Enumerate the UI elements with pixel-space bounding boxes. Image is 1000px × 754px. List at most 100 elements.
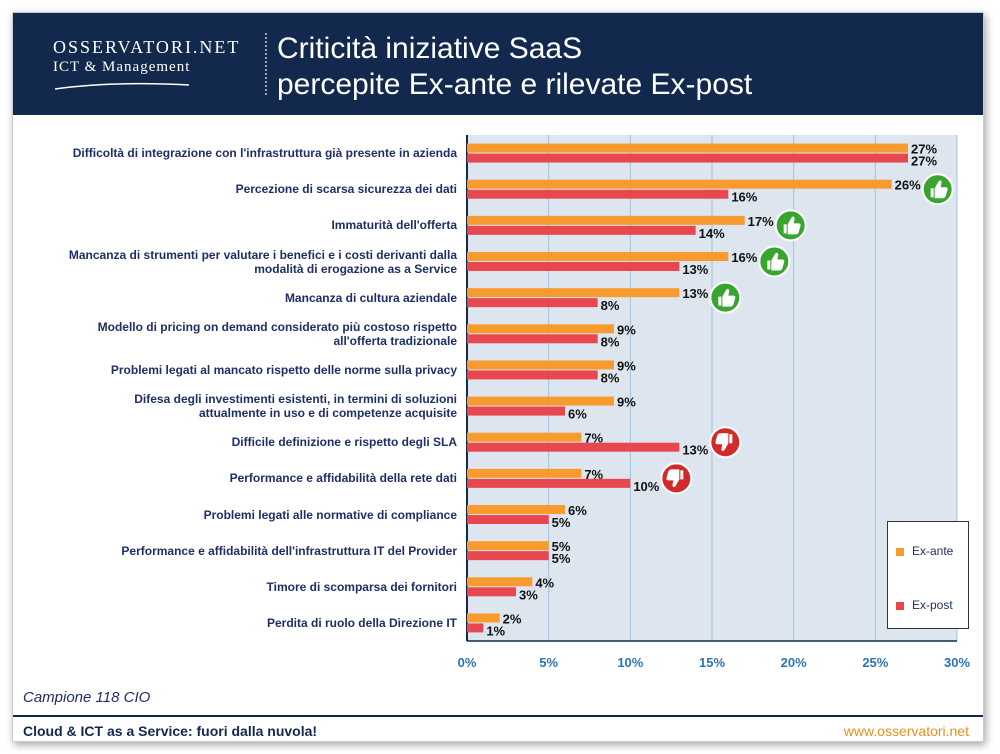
category-label-line: Difesa degli investimenti esistenti, in … bbox=[134, 392, 457, 407]
data-label-ex-ante: 6% bbox=[568, 503, 587, 518]
legend-item-ex-ante: Ex-ante bbox=[896, 544, 953, 558]
bar-ex-post bbox=[467, 153, 908, 163]
data-label-ex-post: 14% bbox=[699, 226, 725, 241]
bar-ex-post bbox=[467, 298, 598, 308]
legend-item-ex-post: Ex-post bbox=[896, 598, 953, 612]
x-tick-label: 20% bbox=[781, 655, 807, 670]
bar-ex-ante bbox=[467, 252, 729, 261]
data-label-ex-post: 5% bbox=[552, 551, 571, 566]
bar-ex-ante bbox=[467, 505, 565, 514]
thumb-glyph bbox=[715, 433, 733, 452]
category-label-line: Performance e affidabilità della rete da… bbox=[229, 471, 457, 486]
category-label: Difficoltà di integrazione con l'infrast… bbox=[17, 146, 457, 160]
bar-ex-post bbox=[467, 262, 680, 271]
data-label-ex-ante: 7% bbox=[584, 431, 603, 446]
bar-ex-ante bbox=[467, 324, 614, 334]
category-label: Difficile definizione e rispetto degli S… bbox=[17, 435, 457, 449]
bar-ex-ante bbox=[467, 468, 582, 478]
data-label-ex-ante: 16% bbox=[731, 250, 757, 265]
bar-ex-post bbox=[467, 189, 729, 199]
logo-swoosh-icon bbox=[54, 82, 190, 90]
thumb-up-icon bbox=[758, 245, 791, 278]
thumb-glyph bbox=[767, 252, 785, 271]
legend-swatch-ex-ante bbox=[896, 547, 904, 556]
data-label-ex-ante: 9% bbox=[617, 322, 636, 337]
category-label: Modello di pricing on demand considerato… bbox=[17, 320, 457, 348]
category-label-line: Difficile definizione e rispetto degli S… bbox=[231, 435, 457, 450]
thumb-glyph bbox=[783, 216, 801, 235]
thumb-up-icon bbox=[921, 173, 954, 206]
bar-ex-ante bbox=[467, 360, 614, 370]
data-label-ex-post: 8% bbox=[601, 370, 620, 385]
data-label-ex-ante: 26% bbox=[895, 178, 921, 193]
x-tick-label: 0% bbox=[458, 655, 477, 670]
category-label: Timore di scomparsa dei fornitori bbox=[17, 579, 458, 594]
category-label-line: Timore di scomparsa dei fornitori bbox=[266, 579, 458, 594]
title-separator bbox=[265, 33, 267, 95]
category-label: Percezione di scarsa sicurezza dei dati bbox=[17, 182, 457, 196]
bar-ex-post bbox=[467, 442, 680, 452]
category-label-line: Difficoltà di integrazione con l'infrast… bbox=[72, 146, 457, 161]
category-label-line: Problemi legati alle normative di compli… bbox=[203, 507, 457, 522]
data-label-ex-post: 13% bbox=[682, 262, 708, 277]
category-label-line: attualmente in uso e di competenze acqui… bbox=[198, 406, 457, 421]
bar-ex-post bbox=[467, 225, 696, 235]
category-label: Difesa degli investimenti esistenti, in … bbox=[17, 392, 457, 420]
data-label-ex-ante: 7% bbox=[584, 467, 603, 482]
title-line-1: Criticità iniziative SaaS bbox=[277, 32, 583, 65]
bar-ex-post bbox=[467, 623, 484, 633]
data-label-ex-post: 1% bbox=[486, 623, 505, 638]
data-label-ex-ante: 2% bbox=[503, 611, 522, 626]
data-label-ex-post: 8% bbox=[601, 298, 620, 313]
bar-ex-ante bbox=[467, 288, 680, 298]
x-tick-label: 30% bbox=[944, 655, 970, 670]
category-label-line: Mancanza di strumenti per valutare i ben… bbox=[68, 247, 457, 262]
chart-legend: Ex-ante Ex-post bbox=[887, 521, 969, 629]
thumb-glyph bbox=[718, 288, 736, 307]
bar-ex-post bbox=[467, 334, 598, 344]
bar-ex-ante bbox=[467, 613, 500, 623]
data-label-ex-ante: 27% bbox=[911, 142, 937, 157]
bar-ex-post bbox=[467, 478, 631, 488]
data-label-ex-post: 8% bbox=[601, 334, 620, 349]
data-label-ex-post: 6% bbox=[568, 407, 587, 422]
data-label-ex-post: 5% bbox=[552, 515, 571, 530]
x-tick-label: 5% bbox=[539, 655, 558, 670]
x-tick-label: 10% bbox=[617, 655, 643, 670]
category-label-line: Modello di pricing on demand considerato… bbox=[97, 319, 457, 334]
data-label-ex-ante: 9% bbox=[617, 358, 636, 373]
data-label-ex-post: 16% bbox=[731, 190, 757, 205]
data-label-ex-post: 13% bbox=[682, 443, 708, 458]
thumb-up-icon bbox=[774, 209, 807, 242]
x-tick-label: 25% bbox=[862, 655, 888, 670]
category-label: Immaturità dell'offerta bbox=[17, 218, 457, 232]
bar-ex-post bbox=[467, 406, 565, 416]
data-label-ex-ante: 5% bbox=[552, 539, 571, 554]
thumb-up-icon bbox=[709, 281, 742, 314]
bar-ex-ante bbox=[467, 215, 745, 225]
category-label: Mancanza di strumenti per valutare i ben… bbox=[17, 248, 457, 276]
slide: OSSERVATORI.NET ICT & Management Critici… bbox=[12, 12, 984, 742]
category-label-line: all'offerta tradizionale bbox=[333, 333, 457, 348]
category-label-line: Percezione di scarsa sicurezza dei dati bbox=[235, 182, 457, 197]
category-label-line: Problemi legati al mancato rispetto dell… bbox=[110, 362, 457, 377]
category-label: Problemi legati alle normative di compli… bbox=[17, 508, 457, 522]
thumb-down-icon bbox=[709, 426, 742, 459]
bar-ex-ante bbox=[467, 179, 892, 189]
data-label-ex-ante: 9% bbox=[617, 395, 636, 410]
sample-note: Campione 118 CIO bbox=[23, 689, 151, 706]
thumb-glyph bbox=[930, 180, 948, 199]
data-label-ex-post: 3% bbox=[519, 587, 538, 602]
legend-label-ex-post: Ex-post bbox=[912, 598, 953, 612]
footer-caption: Cloud & ICT as a Service: fuori dalla nu… bbox=[23, 723, 318, 739]
bar-chart: 0% 5% 10% 15% 20% 25% 30% 27%27% 26% 16% 17% 14% 16%… bbox=[458, 135, 970, 670]
category-label: Performance e affidabilità dell'infrastr… bbox=[17, 544, 457, 558]
category-label-line: Perdita di ruolo della Direzione IT bbox=[266, 615, 457, 630]
bar-ex-post bbox=[467, 515, 549, 524]
category-label-line: Mancanza di cultura aziendale bbox=[284, 290, 457, 305]
category-label: Mancanza di cultura aziendale bbox=[17, 291, 457, 305]
title-line-2: percepite Ex-ante e rilevate Ex-post bbox=[277, 68, 753, 101]
category-label: Performance e affidabilità della rete da… bbox=[17, 471, 457, 485]
data-label-ex-post: 10% bbox=[633, 479, 659, 494]
footer-website-link[interactable]: www.osservatori.net bbox=[843, 723, 969, 739]
